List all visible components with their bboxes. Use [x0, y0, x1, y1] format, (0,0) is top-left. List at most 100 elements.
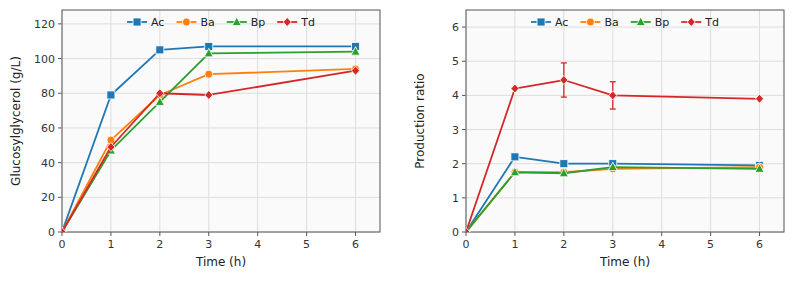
tick-label: 5 [303, 238, 310, 251]
legend-marker [537, 18, 545, 26]
data-point [204, 48, 213, 57]
tick-label: 1 [107, 238, 114, 251]
tick-mark [58, 93, 62, 94]
data-point [466, 228, 470, 233]
grid-line [110, 10, 111, 232]
legend-label: Ac [555, 16, 568, 29]
legend-label: Ba [604, 16, 618, 29]
tick-label: 1 [511, 238, 518, 251]
data-layer [466, 63, 764, 232]
tick-mark [58, 23, 62, 24]
grid-line [759, 10, 760, 232]
legend-label: Ba [200, 16, 214, 29]
tick-mark [58, 232, 62, 233]
grid-line [466, 61, 784, 62]
series-line [466, 80, 760, 232]
data-point [559, 168, 568, 177]
tick-mark [710, 232, 711, 236]
tick-label: 100 [34, 53, 55, 66]
tick-label: 0 [463, 238, 470, 251]
data-point [156, 89, 164, 98]
legend-label: Bp [655, 16, 670, 29]
tick-label: 80 [41, 87, 55, 100]
data-point [156, 46, 164, 54]
legend-item: Ba [176, 16, 214, 29]
tick-label: 3 [205, 238, 212, 251]
tick-label: 2 [452, 158, 459, 171]
tick-mark [661, 232, 662, 236]
tick-mark [159, 232, 160, 236]
tick-label: 5 [707, 238, 714, 251]
grid-line [62, 162, 380, 163]
grid-line [466, 197, 784, 198]
tick-label: 2 [560, 238, 567, 251]
data-point [62, 228, 66, 233]
tick-label: 6 [352, 238, 359, 251]
legend-marker [636, 17, 645, 26]
data-point [755, 164, 764, 173]
grid-line [159, 10, 160, 232]
tick-label: 4 [452, 89, 459, 102]
legend-marker [283, 18, 291, 27]
tick-label: 6 [452, 21, 459, 34]
axis-label: Production ratio [413, 73, 427, 168]
data-point [756, 94, 764, 103]
grid-line [661, 10, 662, 232]
tick-mark [462, 129, 466, 130]
tick-mark [58, 58, 62, 59]
plot-frame [466, 10, 784, 232]
tick-mark [355, 232, 356, 236]
plot-frame [62, 10, 380, 232]
tick-label: 60 [41, 122, 55, 135]
tick-label: 0 [452, 226, 459, 239]
tick-label: 3 [609, 238, 616, 251]
legend-item: Td [681, 16, 719, 29]
tick-label: 4 [658, 238, 665, 251]
tick-mark [466, 232, 467, 236]
legend-label: Bp [251, 16, 266, 29]
data-point [609, 91, 617, 100]
legend-marker [586, 18, 594, 26]
axis-label: Time (h) [599, 255, 650, 269]
grid-line [466, 27, 784, 28]
grid-line [710, 10, 711, 232]
plot-background [466, 10, 784, 232]
tick-label: 5 [452, 55, 459, 68]
legend-item: Ac [127, 16, 164, 29]
series-line [62, 69, 356, 232]
legend-item: Td [277, 16, 315, 29]
legend-item: Bp [227, 16, 266, 29]
legend-marker [687, 18, 695, 27]
tick-label: 0 [59, 238, 66, 251]
grid-line [257, 10, 258, 232]
series-line [62, 71, 356, 232]
error-bar [610, 82, 616, 109]
tick-mark [563, 232, 564, 236]
tick-label: 40 [41, 157, 55, 170]
grid-line [466, 129, 784, 130]
tick-mark [462, 95, 466, 96]
data-point [107, 91, 115, 99]
legend-label: Td [300, 16, 315, 29]
tick-mark [462, 197, 466, 198]
tick-mark [462, 27, 466, 28]
series-line [466, 167, 760, 232]
series-line [62, 46, 356, 232]
tick-mark [110, 232, 111, 236]
legend-item: Bp [631, 16, 670, 29]
data-layer [62, 42, 360, 232]
data-point [351, 47, 360, 56]
grid-line [62, 127, 380, 128]
grid-line [62, 58, 380, 59]
grid-line [306, 10, 307, 232]
tick-label: 6 [756, 238, 763, 251]
series-line [62, 52, 356, 232]
legend-item: Ac [531, 16, 568, 29]
plot-background [62, 10, 380, 232]
tick-label: 20 [41, 191, 55, 204]
axis-label: Glucosylglycerol (g/L) [9, 56, 23, 186]
legend-label: Ac [151, 16, 164, 29]
data-point [205, 70, 213, 78]
series-line [466, 167, 760, 232]
tick-label: 4 [254, 238, 261, 251]
